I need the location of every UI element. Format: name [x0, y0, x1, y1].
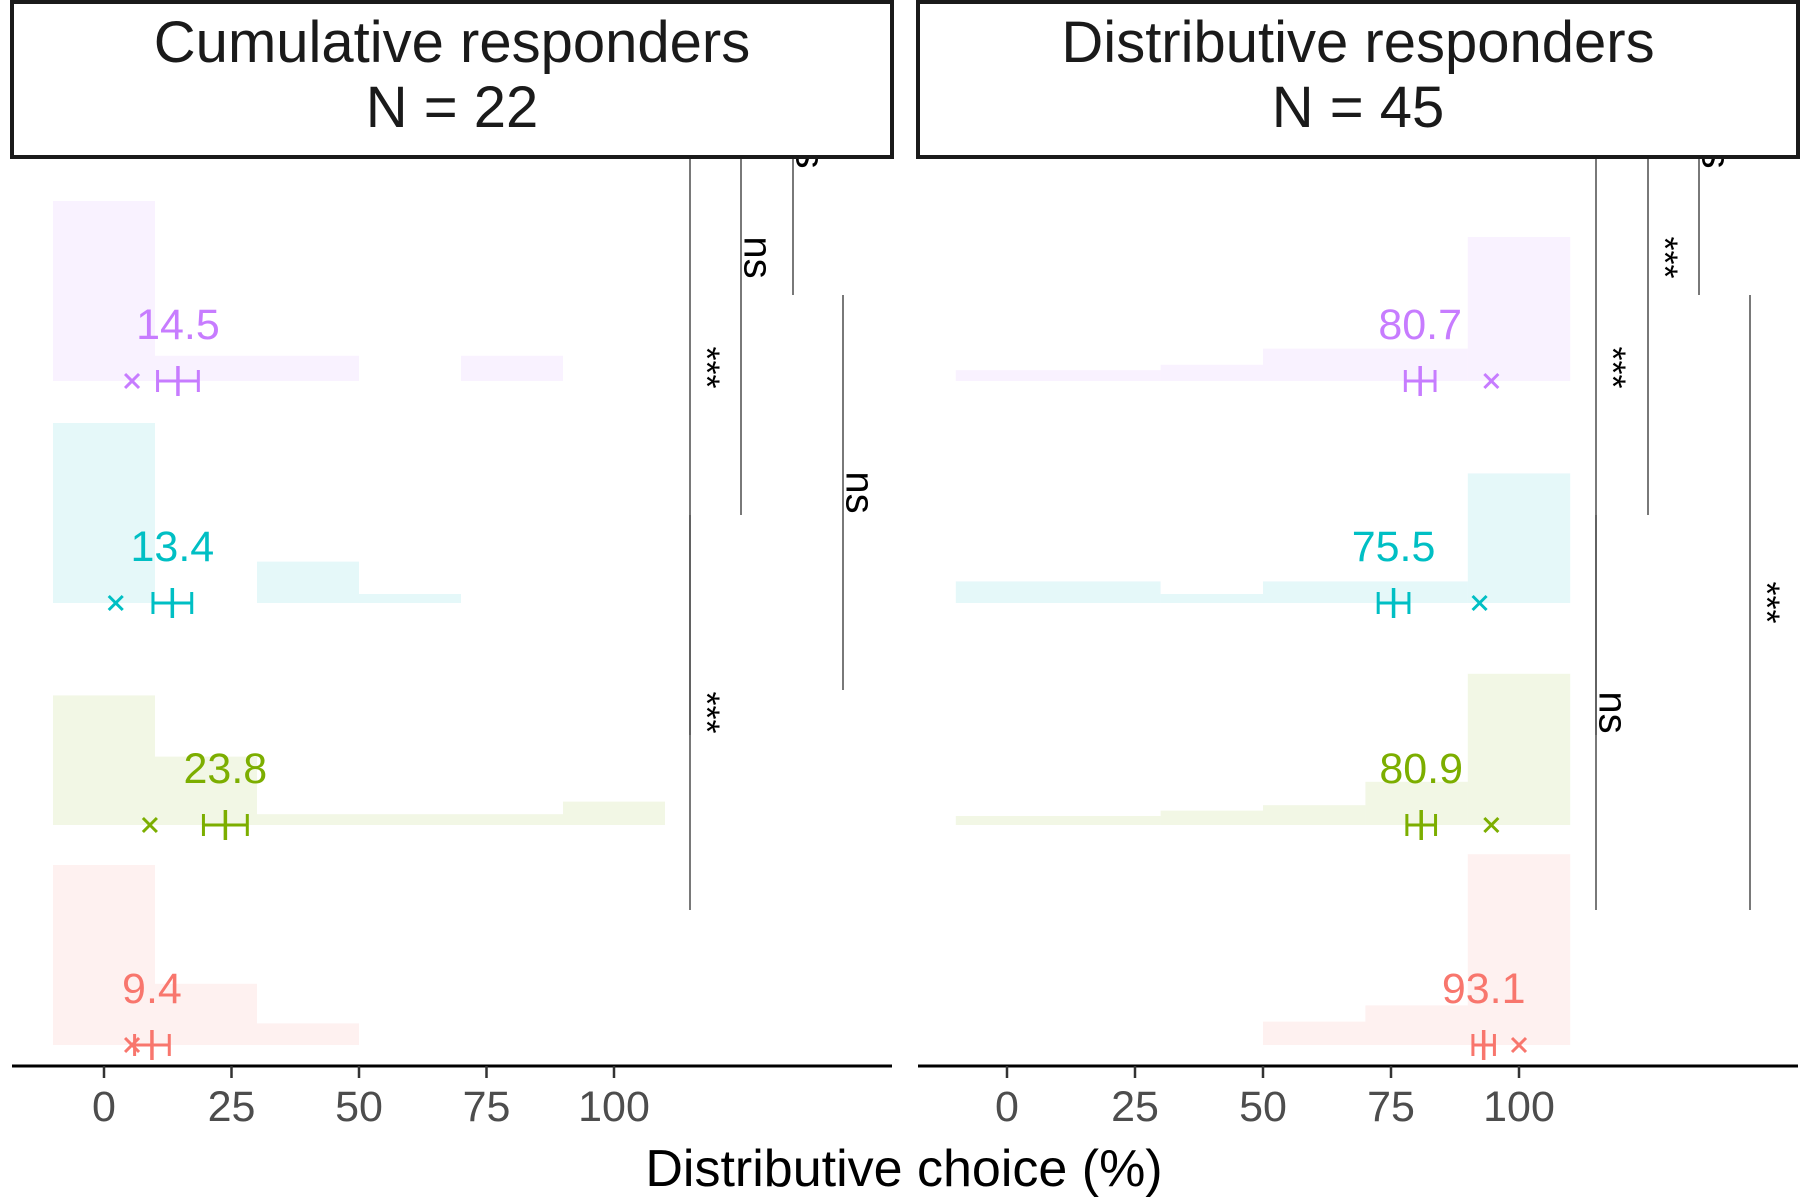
cross-marker-distributive-cyan [1471, 594, 1488, 612]
mean-label-cumulative-salmon: 9.4 [122, 965, 182, 1013]
comparison-label-distributive-0: ns [1590, 691, 1634, 733]
histogram-bar-distributive-green-3 [1365, 781, 1468, 825]
histogram-bar-cumulative-salmon-1 [155, 983, 257, 1045]
histogram-layer [53, 201, 1571, 1045]
mean-label-distributive-cyan: 75.5 [1352, 523, 1436, 571]
histogram-bar-distributive-cyan-1 [1160, 594, 1263, 603]
histogram-bar-distributive-green-0 [955, 816, 1161, 825]
mean-label-cumulative-cyan: 13.4 [130, 523, 214, 571]
mean-label-cumulative-green: 23.8 [184, 745, 268, 793]
x-tick-label-distributive-0: 0 [995, 1083, 1019, 1131]
histogram-bar-cumulative-violet-0 [53, 201, 155, 381]
histogram-bar-cumulative-green-1 [155, 756, 257, 825]
x-tick-label-distributive-75: 75 [1367, 1083, 1415, 1131]
mean-label-distributive-violet: 80.7 [1378, 301, 1462, 349]
mean-label-distributive-green: 80.9 [1379, 745, 1463, 793]
x-axis-title: Distributive choice (%) [645, 1140, 1162, 1198]
histogram-bar-cumulative-violet-2 [461, 355, 563, 381]
strip-distributive [916, 0, 1800, 159]
comparison-label-cumulative-0: *** [686, 691, 727, 733]
histogram-bar-cumulative-salmon-2 [257, 1023, 359, 1045]
cross-marker-cumulative-green [141, 816, 158, 834]
histogram-bar-distributive-green-4 [1467, 673, 1571, 825]
histogram-bar-distributive-cyan-0 [955, 581, 1161, 603]
strip-title-cumulative: Cumulative responders [154, 10, 750, 75]
histogram-bar-distributive-salmon-1 [1365, 1005, 1468, 1045]
histogram-bar-cumulative-green-3 [563, 801, 665, 825]
histogram-bar-distributive-green-1 [1160, 810, 1263, 825]
histogram-bar-cumulative-violet-1 [155, 355, 359, 381]
histogram-bar-cumulative-salmon-0 [53, 865, 155, 1045]
x-tick-label-distributive-100: 100 [1483, 1083, 1555, 1131]
strip-n-cumulative: N = 22 [366, 75, 539, 140]
marker-layer: 14.5 13.4 23.8 9.4 80.7 75.5 80.9 93.1 [107, 301, 1528, 1060]
x-tick-label-cumulative-0: 0 [92, 1083, 116, 1131]
x-tick-label-cumulative-100: 100 [578, 1083, 650, 1131]
x-tick-label-distributive-25: 25 [1111, 1083, 1159, 1131]
comparison-label-cumulative-1: *** [686, 346, 727, 388]
mean-label-distributive-salmon: 93.1 [1442, 965, 1526, 1013]
histogram-bar-distributive-violet-1 [1160, 364, 1263, 381]
strip-n-distributive: N = 45 [1272, 75, 1445, 140]
x-tick-label-distributive-50: 50 [1239, 1083, 1287, 1131]
histogram-bar-cumulative-cyan-1 [257, 561, 359, 603]
histogram-bar-distributive-cyan-2 [1263, 581, 1468, 603]
histogram-bar-distributive-violet-3 [1467, 237, 1571, 381]
histogram-bar-distributive-violet-0 [955, 370, 1161, 381]
cross-marker-cumulative-violet [123, 372, 141, 390]
cross-marker-distributive-salmon [1510, 1036, 1528, 1054]
comparison-label-distributive-2: *** [1644, 236, 1685, 278]
comparison-label-cumulative-4: ns [837, 471, 881, 513]
histogram-bar-distributive-green-2 [1263, 805, 1366, 825]
cross-marker-cumulative-cyan [107, 594, 124, 612]
histogram-bar-cumulative-green-0 [53, 695, 155, 825]
strip-cumulative [10, 0, 894, 159]
histogram-bar-cumulative-cyan-2 [359, 594, 461, 603]
x-tick-label-cumulative-75: 75 [463, 1083, 511, 1131]
histogram-bar-distributive-violet-2 [1263, 348, 1468, 381]
cross-marker-distributive-green [1483, 816, 1500, 834]
mean-label-cumulative-violet: 14.5 [136, 301, 220, 349]
cross-marker-distributive-violet [1483, 372, 1500, 390]
histogram-bar-cumulative-green-2 [257, 814, 563, 825]
x-tick-label-cumulative-50: 50 [335, 1083, 383, 1131]
comparison-label-distributive-1: *** [1592, 346, 1633, 388]
histogram-bar-distributive-salmon-2 [1467, 854, 1571, 1045]
cross-marker-cumulative-salmon [123, 1036, 141, 1054]
comparison-label-cumulative-2: ns [735, 236, 779, 278]
strip-title-distributive: Distributive responders [1061, 10, 1654, 75]
histogram-bar-cumulative-cyan-0 [53, 423, 155, 603]
histogram-bar-distributive-salmon-0 [1263, 1021, 1366, 1045]
histogram-bar-distributive-cyan-3 [1467, 473, 1571, 603]
x-tick-label-cumulative-25: 25 [208, 1083, 256, 1131]
comparison-label-distributive-4: *** [1746, 581, 1787, 623]
